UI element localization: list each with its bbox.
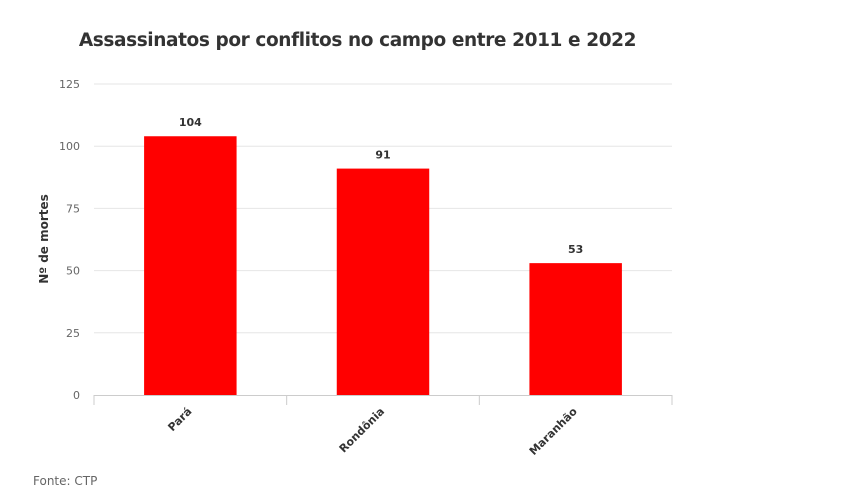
x-tick-label: Pará	[165, 405, 194, 434]
y-tick-label: 0	[73, 389, 80, 402]
y-axis-label: Nº de mortes	[37, 194, 51, 284]
y-tick-label: 50	[66, 265, 80, 278]
source-note: Fonte: CTP	[33, 474, 98, 488]
x-tick-label: Maranhão	[527, 405, 580, 458]
y-tick-label: 125	[59, 78, 80, 91]
data-label: 53	[568, 243, 583, 256]
data-labels: 104 91 53	[179, 116, 583, 256]
chart-title: Assassinatos por conflitos no campo entr…	[78, 30, 637, 51]
y-tick-label: 25	[66, 327, 80, 340]
data-label: 104	[179, 116, 202, 129]
x-axis-ticks: Pará Rondônia Maranhão	[93, 395, 673, 458]
y-tick-label: 100	[59, 140, 80, 153]
bar[interactable]	[336, 168, 430, 395]
y-tick-label: 75	[66, 202, 80, 215]
y-axis-ticks: 0 25 50 75 100 125	[59, 78, 80, 402]
x-tick-label: Rondônia	[337, 405, 387, 455]
bars	[144, 136, 622, 396]
bar[interactable]	[144, 136, 237, 396]
data-label: 91	[375, 149, 390, 162]
bar[interactable]	[529, 263, 622, 395]
